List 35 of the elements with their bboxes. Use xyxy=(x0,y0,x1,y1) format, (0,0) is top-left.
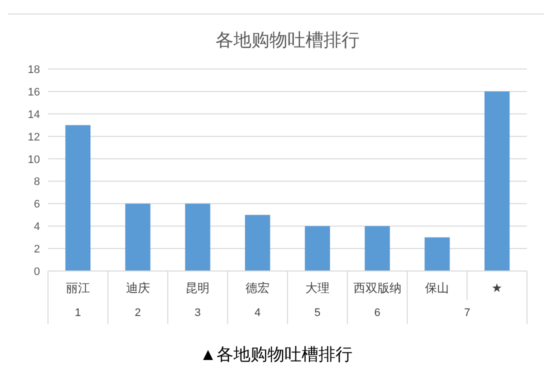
bar xyxy=(484,91,510,271)
x-tick-label: 大理 xyxy=(305,281,330,295)
text: 6 xyxy=(374,307,380,319)
y-tick-label: 0 xyxy=(34,266,40,278)
x-tick-label: ★ xyxy=(492,281,503,295)
y-tick-label: 18 xyxy=(28,64,40,76)
y-tick-label: 14 xyxy=(28,108,40,121)
bar xyxy=(424,237,450,271)
text: ▲各地购物吐槽排行 xyxy=(200,345,352,364)
text: 2 xyxy=(134,307,141,319)
y-tick-label: 10 xyxy=(28,154,40,166)
bar xyxy=(364,226,390,271)
bar xyxy=(185,204,210,271)
text: 4 xyxy=(254,307,261,319)
y-tick-label: 6 xyxy=(34,198,40,211)
y-tick-label: 12 xyxy=(28,131,40,144)
bar xyxy=(125,204,150,271)
y-tick-label: 8 xyxy=(34,176,40,188)
bar xyxy=(244,214,270,271)
chart-title: 各地购物吐槽排行 xyxy=(216,30,360,50)
x-tick-label: 丽江 xyxy=(66,281,90,295)
x-tick-label: 西双版纳 xyxy=(353,281,402,295)
text: 1 xyxy=(74,307,81,319)
x-tick-label: 德宏 xyxy=(246,281,270,295)
bar xyxy=(304,226,330,271)
y-tick-label: 16 xyxy=(28,86,40,98)
x-tick-label: 迪庆 xyxy=(126,281,150,295)
bar xyxy=(65,125,91,271)
x-tick-label: 昆明 xyxy=(186,281,210,295)
y-tick-label: 4 xyxy=(34,221,40,234)
text: 3 xyxy=(194,307,201,319)
text: 5 xyxy=(314,307,320,319)
x-tick-label: 保山 xyxy=(425,281,450,295)
text: 7 xyxy=(464,307,470,319)
y-tick-label: 2 xyxy=(34,244,40,256)
